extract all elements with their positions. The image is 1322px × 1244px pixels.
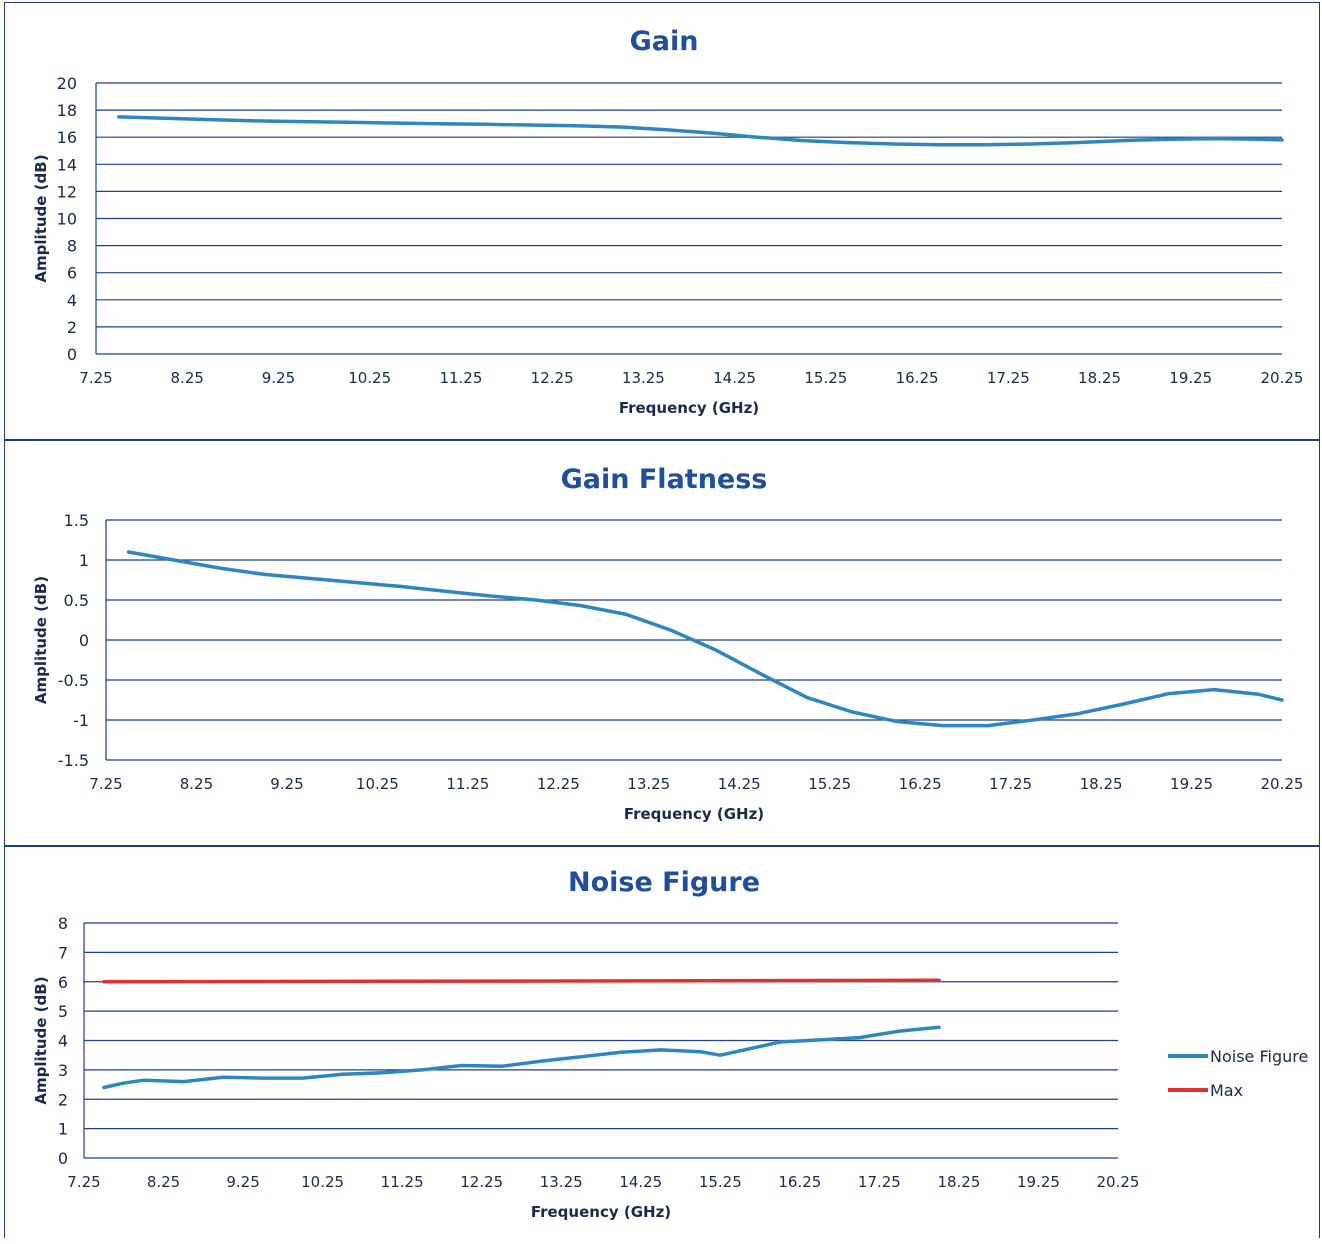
- x-tick-label: 15.25: [804, 369, 847, 387]
- y-tick-label: 2: [58, 1090, 68, 1109]
- y-tick-label: 0: [79, 631, 89, 650]
- series-line-noise-figure: [102, 1025, 941, 1090]
- noise-figure-chart: Noise Figure 0 1 2 3 4 5 6 7 8 7.25 8.25 9.25 10.25 11…: [32, 867, 1308, 1221]
- x-tick-label: 15.25: [808, 775, 851, 793]
- x-tick-label: 16.25: [778, 1173, 821, 1191]
- x-tick-label: 9.25: [270, 775, 303, 793]
- x-tick-label: 17.25: [858, 1173, 901, 1191]
- x-tick-label: 10.25: [301, 1173, 344, 1191]
- gain-chart: Gain 0 2 4 6 8 10 12 14 16 18 20 7.25 8.25 9.25 10.25 11…: [32, 26, 1304, 417]
- series-line: [117, 115, 1284, 147]
- x-axis-title: Frequency (GHz): [531, 1203, 671, 1221]
- x-tick-label: 8.25: [147, 1173, 180, 1191]
- x-tick-label: 11.25: [381, 1173, 424, 1191]
- x-tick-label: 20.25: [1261, 775, 1304, 793]
- x-tick-label: 18.25: [1080, 775, 1123, 793]
- x-tick-label: 7.25: [67, 1173, 100, 1191]
- chart-title: Gain Flatness: [561, 464, 768, 495]
- y-tick-label: 8: [67, 237, 77, 256]
- y-tick-label: 4: [58, 1032, 68, 1051]
- x-tick-label: 12.25: [537, 775, 580, 793]
- y-tick-label: 20: [57, 74, 77, 93]
- chart-title: Gain: [630, 26, 699, 57]
- x-tick-label: 9.25: [226, 1173, 259, 1191]
- x-tick-label: 9.25: [262, 369, 295, 387]
- y-tick-label: 1: [58, 1120, 68, 1139]
- legend-label-max: Max: [1210, 1081, 1243, 1100]
- y-tick-label: 6: [67, 264, 77, 283]
- y-tick-label: -0.5: [58, 671, 89, 690]
- y-tick-label: 0.5: [64, 591, 89, 610]
- x-tick-label: 14.25: [713, 369, 756, 387]
- series-line-max: [102, 978, 941, 984]
- x-tick-label: 18.25: [1078, 369, 1121, 387]
- x-tick-label: 11.25: [446, 775, 489, 793]
- noise-figure-chart-panel: Noise Figure 0 1 2 3 4 5 6 7 8 7.25 8.25 9.25 10.25 11…: [4, 846, 1320, 1238]
- y-tick-label: 0: [67, 345, 77, 364]
- x-tick-label: 19.25: [1169, 369, 1212, 387]
- y-tick-label: 1: [79, 551, 89, 570]
- y-axis-title: Amplitude (dB): [32, 976, 50, 1104]
- x-axis-title: Frequency (GHz): [624, 805, 764, 823]
- y-tick-label: -1.5: [58, 751, 89, 770]
- x-tick-label: 10.25: [356, 775, 399, 793]
- x-tick-label: 13.25: [540, 1173, 583, 1191]
- y-tick-label: 7: [58, 943, 68, 962]
- x-tick-label: 13.25: [622, 369, 665, 387]
- x-tick-label: 12.25: [460, 1173, 503, 1191]
- x-tick-label: 14.25: [619, 1173, 662, 1191]
- x-tick-label: 7.25: [89, 775, 122, 793]
- gain-flatness-chart-panel: Gain Flatness -1.5 -1 -0.5 0 0.5 1 1.5 7.25 8.25 9…: [4, 440, 1320, 846]
- x-tick-label: 17.25: [987, 369, 1030, 387]
- x-tick-label: 17.25: [989, 775, 1032, 793]
- y-tick-label: 12: [57, 182, 77, 201]
- x-tick-label: 20.25: [1097, 1173, 1140, 1191]
- gain-flatness-chart: Gain Flatness -1.5 -1 -0.5 0 0.5 1 1.5 7.25 8.25 9…: [32, 464, 1304, 823]
- x-tick-label: 14.25: [718, 775, 761, 793]
- y-tick-label: 3: [58, 1061, 68, 1080]
- y-axis-title: Amplitude (dB): [32, 154, 50, 282]
- y-tick-label: 16: [57, 128, 77, 147]
- y-tick-label: 4: [67, 291, 77, 310]
- y-tick-label: 6: [58, 973, 68, 992]
- y-tick-label: 1.5: [64, 511, 89, 530]
- x-tick-label: 11.25: [439, 369, 482, 387]
- chart-title: Noise Figure: [568, 867, 760, 898]
- x-tick-label: 15.25: [699, 1173, 742, 1191]
- y-tick-label: 0: [58, 1149, 68, 1168]
- x-tick-label: 19.25: [1170, 775, 1213, 793]
- x-tick-label: 8.25: [171, 369, 204, 387]
- x-tick-label: 13.25: [627, 775, 670, 793]
- y-tick-label: 14: [57, 155, 77, 174]
- y-tick-label: 8: [58, 914, 68, 933]
- y-tick-label: 5: [58, 1002, 68, 1021]
- x-axis-title: Frequency (GHz): [619, 399, 759, 417]
- legend-label-noise-figure: Noise Figure: [1210, 1047, 1308, 1066]
- y-tick-label: -1: [73, 711, 89, 730]
- x-tick-label: 20.25: [1261, 369, 1304, 387]
- y-tick-label: 18: [57, 101, 77, 120]
- x-tick-label: 16.25: [896, 369, 939, 387]
- y-tick-label: 2: [67, 318, 77, 337]
- x-tick-label: 12.25: [531, 369, 574, 387]
- y-axis-title: Amplitude (dB): [32, 576, 50, 704]
- series-line: [126, 550, 1284, 728]
- x-tick-label: 10.25: [348, 369, 391, 387]
- y-tick-label: 10: [57, 210, 77, 229]
- x-tick-label: 8.25: [180, 775, 213, 793]
- x-tick-label: 18.25: [937, 1173, 980, 1191]
- x-tick-label: 19.25: [1017, 1173, 1060, 1191]
- x-tick-label: 16.25: [899, 775, 942, 793]
- gain-chart-panel: Gain 0 2 4 6 8 10 12 14 16 18 20 7.25 8.25 9.25 10.25 11…: [4, 2, 1320, 440]
- x-tick-label: 7.25: [79, 369, 112, 387]
